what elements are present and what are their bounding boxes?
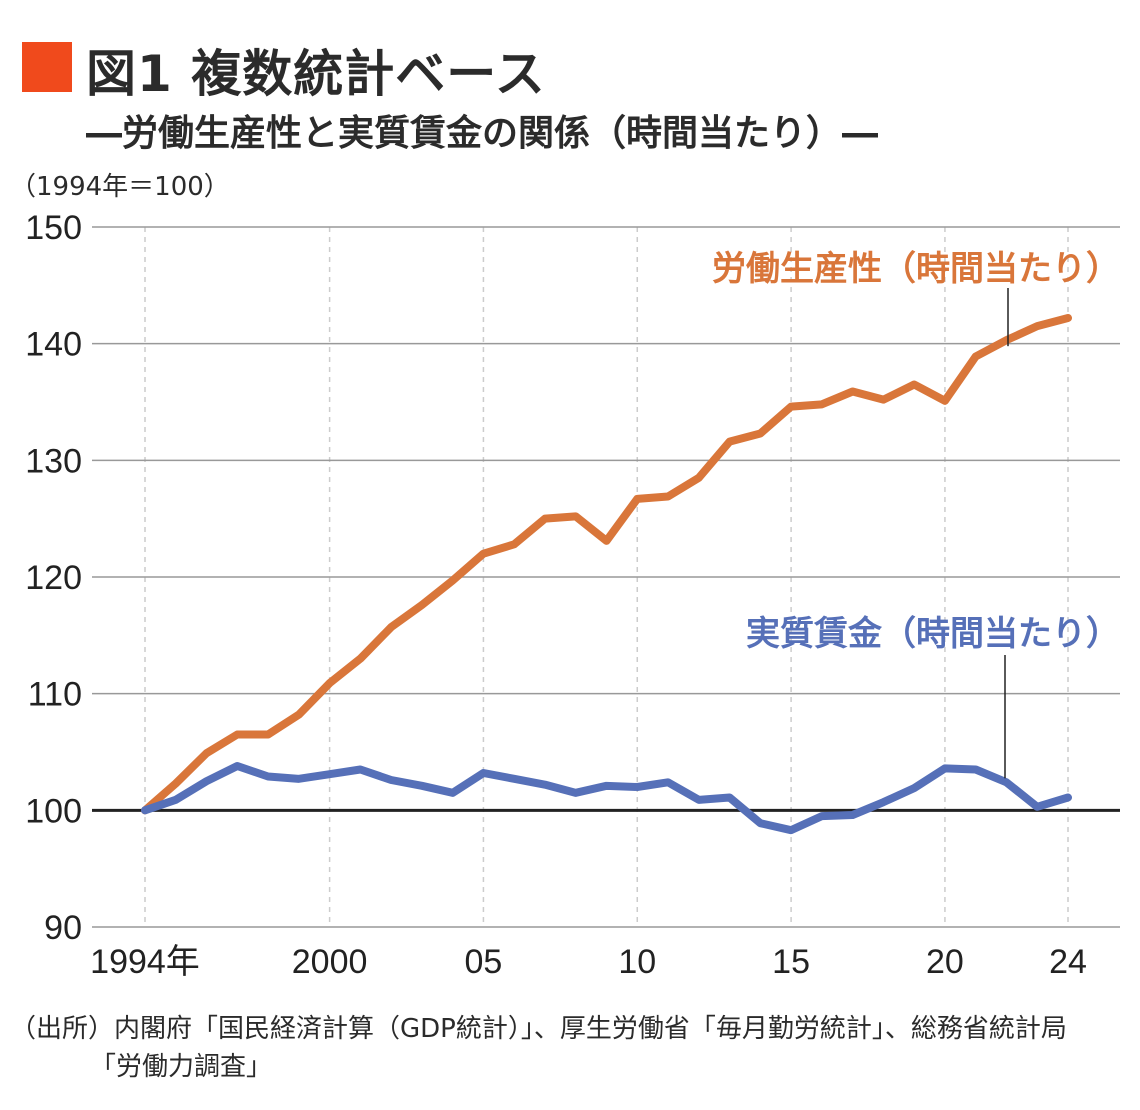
- x-tick-label: 15: [772, 943, 810, 981]
- x-tick-label: 10: [618, 943, 656, 981]
- source-line-1: （出所）内閣府「国民経済計算（GDP統計）」、厚生労働省「毎月勤労統計」、総務省…: [10, 1014, 1067, 1044]
- y-tick-label: 90: [44, 909, 82, 947]
- x-tick-label: 20: [926, 943, 964, 981]
- chart-subtitle: ―労働生産性と実質賃金の関係（時間当たり）―: [86, 113, 879, 154]
- y-tick-label: 110: [28, 676, 82, 714]
- x-tick-label: 05: [465, 943, 503, 981]
- x-tick-label: 24: [1049, 943, 1087, 981]
- source-line-2: 「労働力調査」: [90, 1052, 273, 1082]
- x-tick-label: 2000: [292, 943, 368, 981]
- series-label: 実質賃金（時間当たり）: [746, 614, 1120, 654]
- title-accent-square: [22, 42, 72, 92]
- y-tick-label: 150: [25, 209, 82, 247]
- y-tick-label: 120: [25, 559, 82, 597]
- source-note: （出所）内閣府「国民経済計算（GDP統計）」、厚生労働省「毎月勤労統計」、総務省…: [10, 1010, 1067, 1086]
- chart-title: 図1 複数統計ベース: [86, 45, 546, 103]
- series-label: 労働生産性（時間当たり）: [712, 249, 1120, 289]
- x-tick-label: 1994年: [90, 943, 200, 981]
- y-axis-unit: （1994年＝100）: [10, 172, 230, 202]
- series-line-0: [141, 314, 1072, 815]
- y-tick-label: 140: [25, 326, 82, 364]
- y-tick-label: 100: [25, 792, 82, 830]
- series-line-1: [141, 762, 1072, 835]
- y-tick-label: 130: [25, 442, 82, 480]
